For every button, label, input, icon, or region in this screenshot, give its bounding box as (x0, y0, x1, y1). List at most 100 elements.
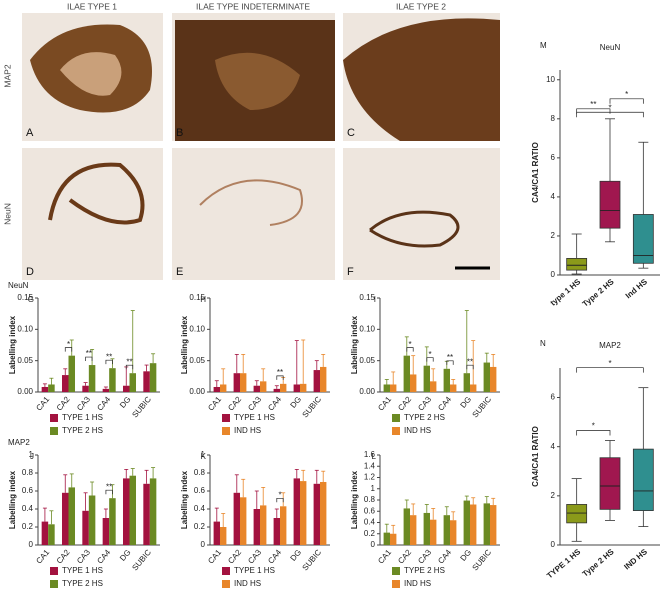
bar (260, 381, 267, 392)
x-tick-label: CA2 (396, 547, 413, 565)
panel-letter: H (200, 295, 206, 304)
significance-bracket (609, 98, 644, 104)
tissue (199, 179, 303, 226)
legend-label: TYPE 2 HS (62, 426, 103, 435)
legend-swatch (50, 414, 58, 422)
legend-label: IND HS (404, 426, 431, 435)
bar (253, 385, 260, 392)
y-tick-label: 0.6 (194, 486, 206, 495)
y-axis-label: Labelling index (8, 470, 17, 529)
y-tick-label: 0.6 (364, 506, 376, 515)
y-tick-label: 0 (551, 540, 556, 549)
y-tick-label: 0.00 (359, 387, 375, 396)
bar (61, 492, 69, 545)
legend-label: TYPE 2 HS (404, 566, 445, 575)
panel-letter: G (28, 295, 34, 304)
significance-label: * (408, 340, 411, 349)
y-tick-label: 0.4 (194, 504, 206, 513)
y-tick-label: 0 (201, 540, 206, 549)
bar (240, 497, 247, 545)
x-tick-label: DG (289, 395, 304, 410)
y-tick-label: 4 (551, 442, 556, 451)
x-tick-label: DG (459, 548, 474, 563)
x-tick-label: CA4 (95, 394, 112, 412)
x-tick-label: CA3 (416, 394, 433, 412)
panel-letter: A (26, 127, 34, 139)
significance-bracket (426, 357, 434, 362)
panel-letter: C (347, 127, 355, 139)
x-tick-label: SUBIC (301, 548, 324, 573)
x-tick-label: CA3 (246, 547, 263, 565)
tissue (60, 52, 122, 96)
x-tick-label: CA2 (55, 547, 72, 565)
bar (280, 506, 287, 545)
y-tick-label: 0.10 (189, 324, 205, 333)
significance-label: ** (106, 482, 112, 491)
y-tick-label: 0.15 (189, 293, 205, 302)
significance-label: * (67, 340, 70, 349)
y-tick-label: 6 (551, 153, 556, 162)
tissue (369, 210, 460, 248)
bar (423, 512, 430, 545)
bar (122, 385, 130, 392)
significance-bracket (576, 108, 611, 114)
bar (260, 505, 267, 545)
x-tick-label: CA2 (55, 394, 72, 412)
bar (383, 384, 390, 392)
y-tick-label: 0.8 (194, 468, 206, 477)
significance-bracket (276, 497, 284, 503)
x-tick-label: CA3 (416, 547, 433, 565)
legend-swatch (392, 427, 400, 435)
bar (102, 388, 110, 392)
y-tick-label: 0.4 (364, 518, 376, 527)
chart-title: MAP2 (599, 341, 621, 350)
bar (102, 518, 110, 545)
bar (463, 500, 470, 545)
x-tick-label: CA1 (34, 394, 51, 412)
bar (82, 510, 89, 545)
significance-label: ** (590, 100, 596, 109)
row-label: MAP2 (2, 64, 12, 87)
bar (280, 383, 287, 392)
panel-letter: L (372, 452, 377, 461)
y-tick-label: 0.6 (22, 486, 34, 495)
legend-swatch (392, 580, 400, 588)
bar (213, 521, 220, 545)
y-axis-label: CA4/CA1 RATIO (531, 142, 540, 203)
bar (233, 492, 240, 545)
bar (403, 355, 410, 392)
bar (390, 384, 397, 392)
significance-label: ** (447, 353, 453, 362)
y-tick-label: 0.05 (359, 356, 375, 365)
x-tick-label: CA2 (396, 394, 413, 412)
bar (82, 385, 89, 392)
x-tick-label: DG (289, 548, 304, 563)
bar (403, 508, 410, 545)
y-tick-label: 1.6 (364, 450, 376, 459)
y-tick-label: 0.05 (189, 356, 205, 365)
y-axis-label: Labelling index (350, 315, 359, 374)
bar (61, 375, 69, 392)
bar (273, 388, 280, 392)
legend-label: TYPE 2 HS (62, 579, 103, 588)
significance-bracket (105, 359, 113, 365)
x-tick-label: DG (459, 395, 474, 410)
x-tick-label: SUBIC (471, 395, 494, 420)
tissue (48, 162, 145, 225)
bar (41, 386, 49, 392)
bar (450, 520, 457, 545)
y-tick-label: 0.15 (359, 293, 375, 302)
x-tick-label: CA4 (95, 547, 112, 565)
bar (213, 386, 220, 392)
legend-label: TYPE 1 HS (234, 566, 275, 575)
x-tick-label: CA1 (206, 394, 223, 412)
panel-letter: I (374, 295, 376, 304)
y-tick-label: 2 (551, 231, 556, 240)
y-tick-label: 0 (371, 540, 376, 549)
bar (88, 365, 96, 392)
chart-title: NeuN (600, 43, 621, 52)
legend-swatch (222, 580, 230, 588)
y-tick-label: 10 (546, 75, 555, 84)
photo-grid: ILAE TYPE 1 ILAE TYPE INDETERMINATE ILAE… (2, 1, 500, 280)
x-tick-label: CA1 (376, 547, 393, 565)
